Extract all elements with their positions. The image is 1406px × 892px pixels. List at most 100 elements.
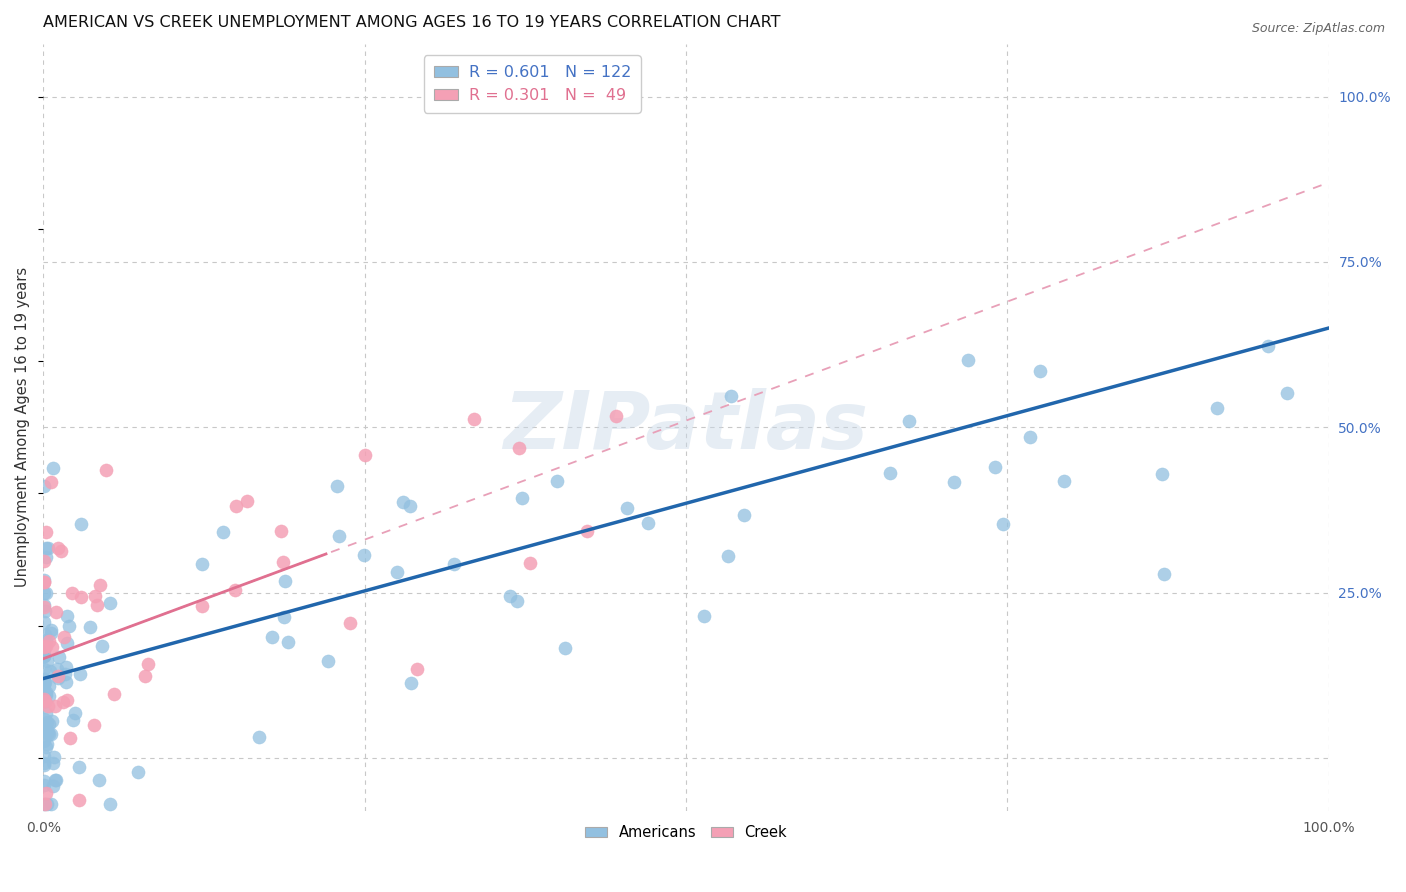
Americans (34, 686, 56, 700)
Americans (443, 557, 465, 571)
Americans (35, 585, 58, 599)
Creek (35, 786, 58, 800)
Americans (38, 689, 60, 703)
Creek (60, 586, 83, 600)
Americans (385, 565, 408, 579)
Creek (34, 599, 56, 614)
Creek (94, 463, 117, 477)
Creek (34, 554, 56, 568)
Americans (616, 500, 638, 515)
Creek (103, 688, 125, 702)
Americans (34, 748, 56, 763)
Americans (499, 589, 522, 603)
Americans (56, 608, 79, 623)
Americans (247, 730, 270, 744)
Creek (190, 599, 212, 613)
Text: AMERICAN VS CREEK UNEMPLOYMENT AMONG AGES 16 TO 19 YEARS CORRELATION CHART: AMERICAN VS CREEK UNEMPLOYMENT AMONG AGE… (44, 15, 780, 30)
Creek (136, 657, 159, 672)
Americans (273, 610, 295, 624)
Americans (34, 598, 56, 612)
Creek (55, 693, 77, 707)
Americans (510, 491, 533, 506)
Creek (34, 574, 56, 589)
Americans (1257, 338, 1279, 352)
Americans (392, 495, 415, 509)
Americans (34, 586, 56, 600)
Creek (59, 731, 82, 745)
Americans (693, 609, 716, 624)
Americans (67, 760, 90, 774)
Americans (34, 648, 56, 663)
Creek (575, 524, 598, 538)
Americans (34, 628, 56, 642)
Americans (35, 632, 58, 647)
Creek (52, 695, 75, 709)
Americans (39, 797, 62, 812)
Americans (1053, 475, 1076, 489)
Americans (69, 667, 91, 681)
Americans (211, 525, 233, 540)
Americans (1206, 401, 1229, 416)
Americans (879, 467, 901, 481)
Americans (42, 780, 65, 794)
Americans (35, 654, 58, 668)
Americans (35, 706, 58, 720)
Americans (34, 777, 56, 791)
Americans (506, 593, 529, 607)
Americans (1153, 566, 1175, 581)
Creek (45, 605, 67, 619)
Americans (79, 619, 101, 633)
Americans (34, 615, 56, 629)
Americans (35, 549, 58, 564)
Creek (354, 448, 377, 462)
Creek (69, 590, 91, 604)
Americans (35, 739, 58, 754)
Americans (262, 630, 284, 644)
Americans (546, 475, 568, 489)
Americans (55, 660, 77, 674)
Americans (35, 541, 58, 556)
Creek (34, 694, 56, 708)
Creek (86, 598, 108, 612)
Americans (55, 675, 77, 690)
Americans (637, 516, 659, 531)
Americans (35, 714, 58, 729)
Creek (236, 494, 259, 508)
Americans (984, 460, 1007, 475)
Americans (34, 757, 56, 772)
Americans (34, 797, 56, 812)
Americans (46, 662, 69, 676)
Creek (134, 669, 156, 683)
Americans (34, 676, 56, 690)
Text: ZIPatlas: ZIPatlas (503, 388, 869, 467)
Creek (41, 475, 63, 489)
Americans (34, 479, 56, 493)
Americans (1152, 467, 1174, 481)
Y-axis label: Unemployment Among Ages 16 to 19 years: Unemployment Among Ages 16 to 19 years (15, 268, 30, 587)
Creek (46, 669, 69, 683)
Americans (44, 773, 66, 788)
Americans (34, 675, 56, 690)
Americans (37, 726, 59, 740)
Creek (37, 698, 59, 713)
Americans (34, 604, 56, 618)
Americans (38, 679, 60, 693)
Creek (34, 640, 56, 654)
Americans (277, 635, 299, 649)
Americans (35, 685, 58, 699)
Americans (34, 712, 56, 726)
Americans (34, 678, 56, 692)
Americans (733, 508, 755, 522)
Creek (35, 639, 58, 653)
Americans (34, 642, 56, 657)
Americans (1275, 386, 1298, 401)
Creek (339, 616, 361, 631)
Creek (225, 499, 247, 513)
Creek (44, 698, 66, 713)
Text: Source: ZipAtlas.com: Source: ZipAtlas.com (1251, 22, 1385, 36)
Americans (39, 726, 62, 740)
Creek (84, 589, 107, 603)
Creek (273, 555, 295, 569)
Americans (34, 684, 56, 698)
Americans (37, 797, 59, 812)
